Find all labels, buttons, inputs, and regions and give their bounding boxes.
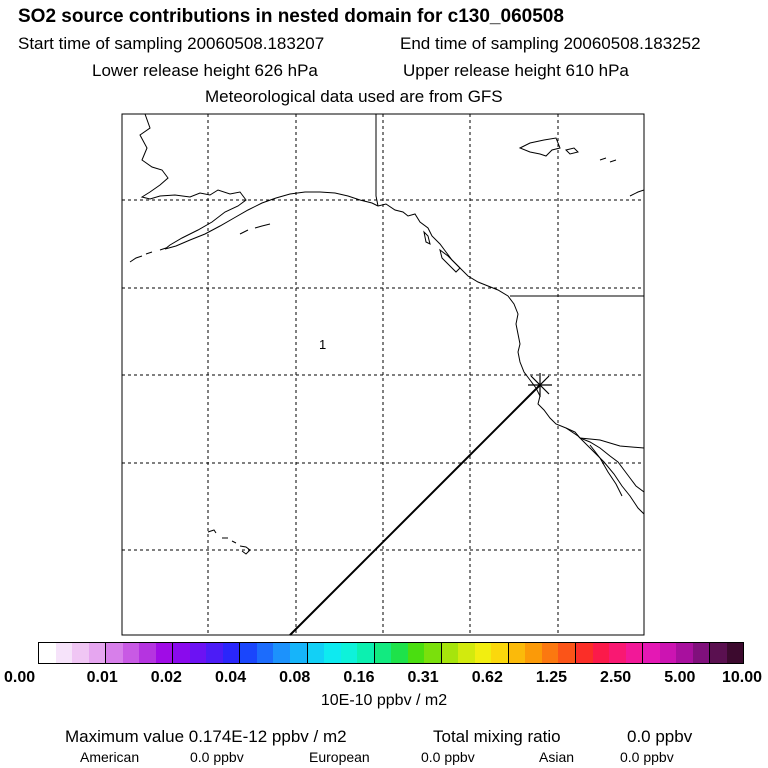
upper-release-height: Upper release height 610 hPa bbox=[403, 61, 629, 80]
colorbar-swatch bbox=[340, 643, 358, 663]
colorbar-tick-label: 1.25 bbox=[535, 669, 568, 686]
haida-gwaii bbox=[423, 230, 431, 245]
colorbar-swatch bbox=[643, 643, 660, 663]
northwest-coastline bbox=[377, 203, 644, 493]
page-title: SO2 source contributions in nested domai… bbox=[18, 6, 564, 27]
colorbar-swatch bbox=[55, 643, 73, 663]
colorbar-swatch bbox=[173, 643, 190, 663]
colorbar-tick-label: 10.00 bbox=[721, 669, 762, 686]
asian-label: Asian bbox=[539, 749, 575, 765]
colorbar-swatch bbox=[72, 643, 89, 663]
lower-release-height: Lower release height 626 hPa bbox=[92, 61, 318, 80]
colorbar-tick-label: 0.04 bbox=[214, 669, 247, 686]
arctic-fragments bbox=[599, 157, 644, 197]
total-mixing-ratio-value: 0.0 ppbv bbox=[627, 727, 693, 746]
colorbar-tick-label: 0.00 bbox=[4, 669, 36, 686]
colorbar-swatch bbox=[88, 643, 107, 663]
sampling-star-icon bbox=[528, 373, 552, 397]
colorbar-tick-label: 2.50 bbox=[600, 669, 632, 686]
asian-value: 0.0 ppbv bbox=[620, 749, 674, 765]
colorbar-swatch bbox=[491, 643, 509, 663]
alaska-coastline bbox=[139, 114, 379, 250]
colorbar-tick-label: 0.01 bbox=[86, 669, 118, 686]
colorbar-swatch bbox=[139, 643, 156, 663]
colorbar-swatch bbox=[525, 643, 542, 663]
colorbar-swatch bbox=[324, 643, 341, 663]
baja-inner-coast bbox=[589, 444, 623, 497]
colorbar-swatch bbox=[424, 643, 442, 663]
colorbar-swatch bbox=[374, 643, 392, 663]
colorbar-swatch bbox=[558, 643, 576, 663]
start-time: Start time of sampling 20060508.183207 bbox=[18, 34, 325, 53]
colorbar-swatch bbox=[609, 643, 626, 663]
colorbar-swatch bbox=[592, 643, 610, 663]
map-gridlines bbox=[122, 114, 644, 635]
american-value: 0.0 ppbv bbox=[190, 749, 244, 765]
hawaiian-islands bbox=[207, 529, 251, 555]
arctic-island-small bbox=[565, 147, 579, 155]
colorbar-swatch bbox=[576, 643, 593, 663]
colorbar-swatch bbox=[357, 643, 375, 663]
colorbar-swatch bbox=[659, 643, 677, 663]
colorbar-swatch bbox=[692, 643, 711, 663]
colorbar-swatch bbox=[206, 643, 223, 663]
colorbar-tick-label: 0.16 bbox=[343, 669, 375, 686]
colorbar bbox=[38, 642, 744, 664]
total-mixing-ratio-label: Total mixing ratio bbox=[433, 727, 561, 746]
colorbar-swatch bbox=[39, 643, 56, 663]
map-label: 1 bbox=[319, 337, 326, 352]
colorbar-swatch bbox=[726, 643, 744, 663]
european-value: 0.0 ppbv bbox=[421, 749, 475, 765]
aleutian-islands bbox=[129, 223, 271, 263]
us-canada-border bbox=[375, 114, 379, 207]
colorbar-swatch bbox=[289, 643, 308, 663]
colorbar-tick-label: 0.08 bbox=[279, 669, 311, 686]
european-label: European bbox=[309, 749, 370, 765]
colorbar-swatch bbox=[240, 643, 257, 663]
colorbar-swatch bbox=[508, 643, 526, 663]
colorbar-swatch bbox=[441, 643, 459, 663]
us-mexico-border bbox=[579, 437, 644, 449]
colorbar-units: 10E-10 ppbv / m2 bbox=[320, 692, 448, 709]
colorbar-swatch bbox=[273, 643, 290, 663]
colorbar-swatch bbox=[106, 643, 123, 663]
colorbar-swatch bbox=[256, 643, 274, 663]
american-label: American bbox=[80, 749, 140, 765]
colorbar-swatch bbox=[122, 643, 140, 663]
colorbar-tick-label: 0.31 bbox=[407, 669, 439, 686]
colorbar-swatch bbox=[391, 643, 408, 663]
met-data-source: Meteorological data used are from GFS bbox=[205, 87, 503, 106]
colorbar-tick-label: 0.02 bbox=[150, 669, 182, 686]
maximum-value: Maximum value 0.174E-12 ppbv / m2 bbox=[65, 727, 347, 746]
gulf-of-california-coast bbox=[565, 427, 644, 515]
colorbar-swatch bbox=[541, 643, 559, 663]
colorbar-swatch bbox=[407, 643, 425, 663]
colorbar-swatch bbox=[307, 643, 325, 663]
colorbar-swatch bbox=[189, 643, 207, 663]
colorbar-swatch bbox=[676, 643, 693, 663]
colorbar-swatch bbox=[710, 643, 727, 663]
colorbar-swatch bbox=[155, 643, 174, 663]
colorbar-tick-label: 5.00 bbox=[664, 669, 696, 686]
arctic-island bbox=[518, 137, 561, 157]
trajectory-line bbox=[289, 384, 541, 636]
colorbar-tick-label: 0.62 bbox=[471, 669, 503, 686]
colorbar-swatch bbox=[222, 643, 241, 663]
vancouver-island bbox=[439, 248, 461, 273]
colorbar-swatch bbox=[625, 643, 644, 663]
colorbar-swatch bbox=[458, 643, 475, 663]
colorbar-swatch bbox=[474, 643, 492, 663]
end-time: End time of sampling 20060508.183252 bbox=[400, 34, 701, 53]
